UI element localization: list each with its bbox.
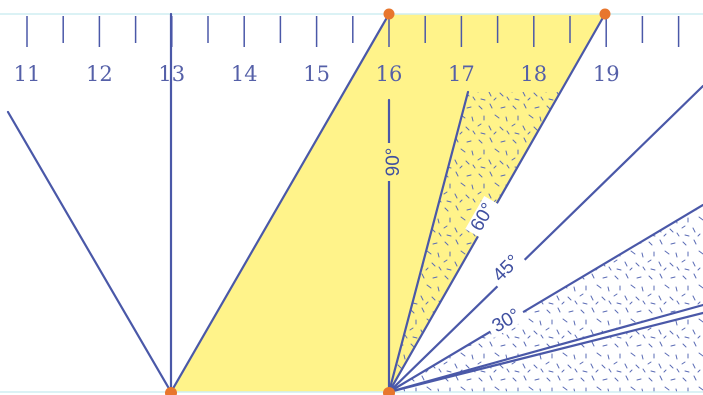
- ruler-tick-label: 18: [520, 62, 547, 86]
- parallelogram-left-edge: [169, 12, 391, 394]
- line-low: [387, 311, 703, 394]
- angle-label-90: 90°: [383, 148, 404, 177]
- angle-label-90-group: 90°: [383, 143, 404, 181]
- point-top-left: [383, 8, 395, 20]
- line-30-upper: [387, 203, 703, 394]
- ruler-tick-labels: 11 12 13 14 15 16 17 18 19: [14, 62, 620, 86]
- point-bottom-left: [165, 387, 177, 395]
- point-bottom-right: [383, 387, 395, 395]
- line-45: [387, 84, 703, 394]
- angle-label-45-group: 45°: [486, 248, 526, 288]
- left-slant-line: [6, 110, 173, 394]
- ruler-tick-label: 16: [376, 62, 403, 86]
- parallelogram-right-edge: [387, 12, 607, 394]
- ruler-tick-label: 15: [303, 62, 330, 86]
- line-30-lower: [387, 303, 703, 394]
- ruler-tick-label: 17: [448, 62, 475, 86]
- line-60: [387, 90, 470, 394]
- ruler-tick-label: 11: [14, 62, 41, 86]
- point-top-right: [599, 8, 611, 20]
- ruler-tick-label: 14: [231, 62, 258, 86]
- ruler-tick-label: 12: [86, 62, 113, 86]
- ruler-tick-label: 19: [593, 62, 620, 86]
